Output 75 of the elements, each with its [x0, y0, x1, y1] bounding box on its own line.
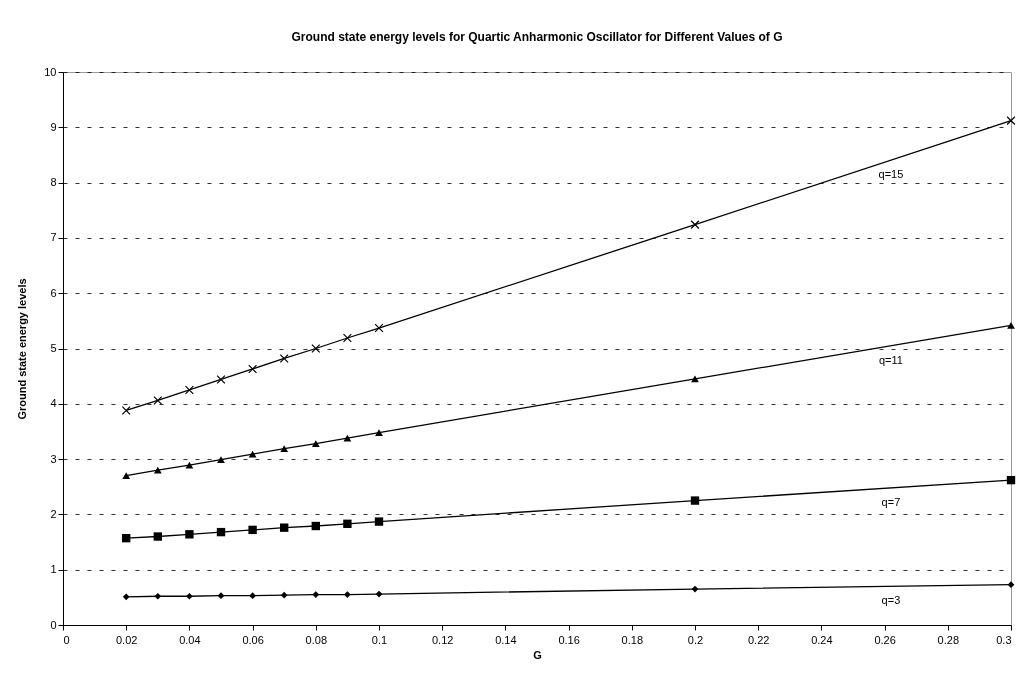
point	[311, 440, 320, 447]
series-label: q=11	[878, 353, 903, 366]
point	[280, 591, 288, 599]
point	[216, 374, 226, 384]
point	[1007, 321, 1015, 329]
x-tick-label: 0.06	[242, 633, 264, 646]
point	[312, 591, 320, 598]
x-tick-label: 0.14	[495, 633, 517, 646]
y-axis-title: Ground state energy levels	[16, 278, 29, 420]
y-tick-label: 4	[50, 397, 57, 410]
point	[185, 530, 194, 539]
point	[1006, 116, 1016, 126]
x-axis-title: G	[533, 648, 542, 661]
x-tick-label: 0	[63, 633, 70, 646]
y-tick-label: 5	[50, 342, 57, 354]
x-tick-label: 0.12	[431, 633, 454, 646]
point	[311, 344, 321, 353]
point	[691, 585, 699, 593]
point	[153, 532, 162, 541]
point	[185, 461, 194, 469]
point	[375, 429, 383, 436]
point	[690, 496, 700, 505]
point	[217, 592, 225, 600]
point	[122, 593, 130, 601]
point	[122, 534, 131, 543]
point	[311, 521, 320, 531]
y-tick-label: 7	[50, 231, 57, 244]
point	[280, 445, 289, 452]
x-tick-label: 0.08	[305, 633, 328, 646]
point	[1006, 475, 1016, 485]
y-tick-label: 6	[50, 286, 57, 299]
point	[690, 220, 700, 230]
y-tick-label: 9	[50, 120, 57, 133]
point	[248, 525, 257, 535]
point	[344, 591, 351, 598]
y-tick-label: 0	[50, 618, 57, 631]
x-tick-label: 0.28	[937, 633, 960, 646]
x-tick-label: 0.16	[558, 633, 580, 646]
x-tick-label: 0.18	[621, 633, 644, 646]
x-tick-label: 0.02	[115, 633, 138, 646]
x-tick-label: 0.04	[179, 633, 201, 646]
point	[374, 517, 384, 526]
series-label: q=15	[878, 168, 904, 181]
point	[121, 405, 131, 415]
y-tick-label: 3	[50, 452, 57, 465]
point	[122, 472, 131, 480]
x-tick-label: 0.22	[747, 633, 770, 646]
x-tick-label: 0.2	[687, 633, 704, 646]
point	[186, 592, 193, 600]
series-label: q=3	[881, 594, 901, 607]
x-tick-label: 0.26	[874, 633, 896, 646]
point	[249, 592, 256, 600]
point	[375, 590, 383, 598]
chart-title: Ground state energy levels for Quartic Anharmonic Oscillator for Different Values of G	[291, 30, 783, 44]
point	[374, 323, 384, 333]
series-label: q=7	[881, 495, 901, 508]
x-tick-label: 0.24	[811, 633, 833, 646]
y-tick-label: 10	[44, 65, 57, 78]
x-tick-label: 0.3	[996, 633, 1012, 646]
point	[343, 519, 352, 528]
point	[342, 333, 352, 343]
y-tick-label: 8	[50, 176, 57, 189]
point	[154, 592, 162, 600]
y-tick-label: 2	[50, 507, 57, 520]
point	[248, 364, 258, 374]
point	[153, 396, 163, 405]
point	[217, 456, 225, 464]
point	[280, 523, 289, 532]
y-tick-label: 1	[50, 563, 57, 576]
x-tick-label: 0.1	[371, 633, 388, 646]
point	[216, 527, 226, 537]
point	[153, 466, 162, 474]
point	[691, 375, 699, 383]
point	[184, 385, 194, 395]
point	[279, 353, 289, 363]
